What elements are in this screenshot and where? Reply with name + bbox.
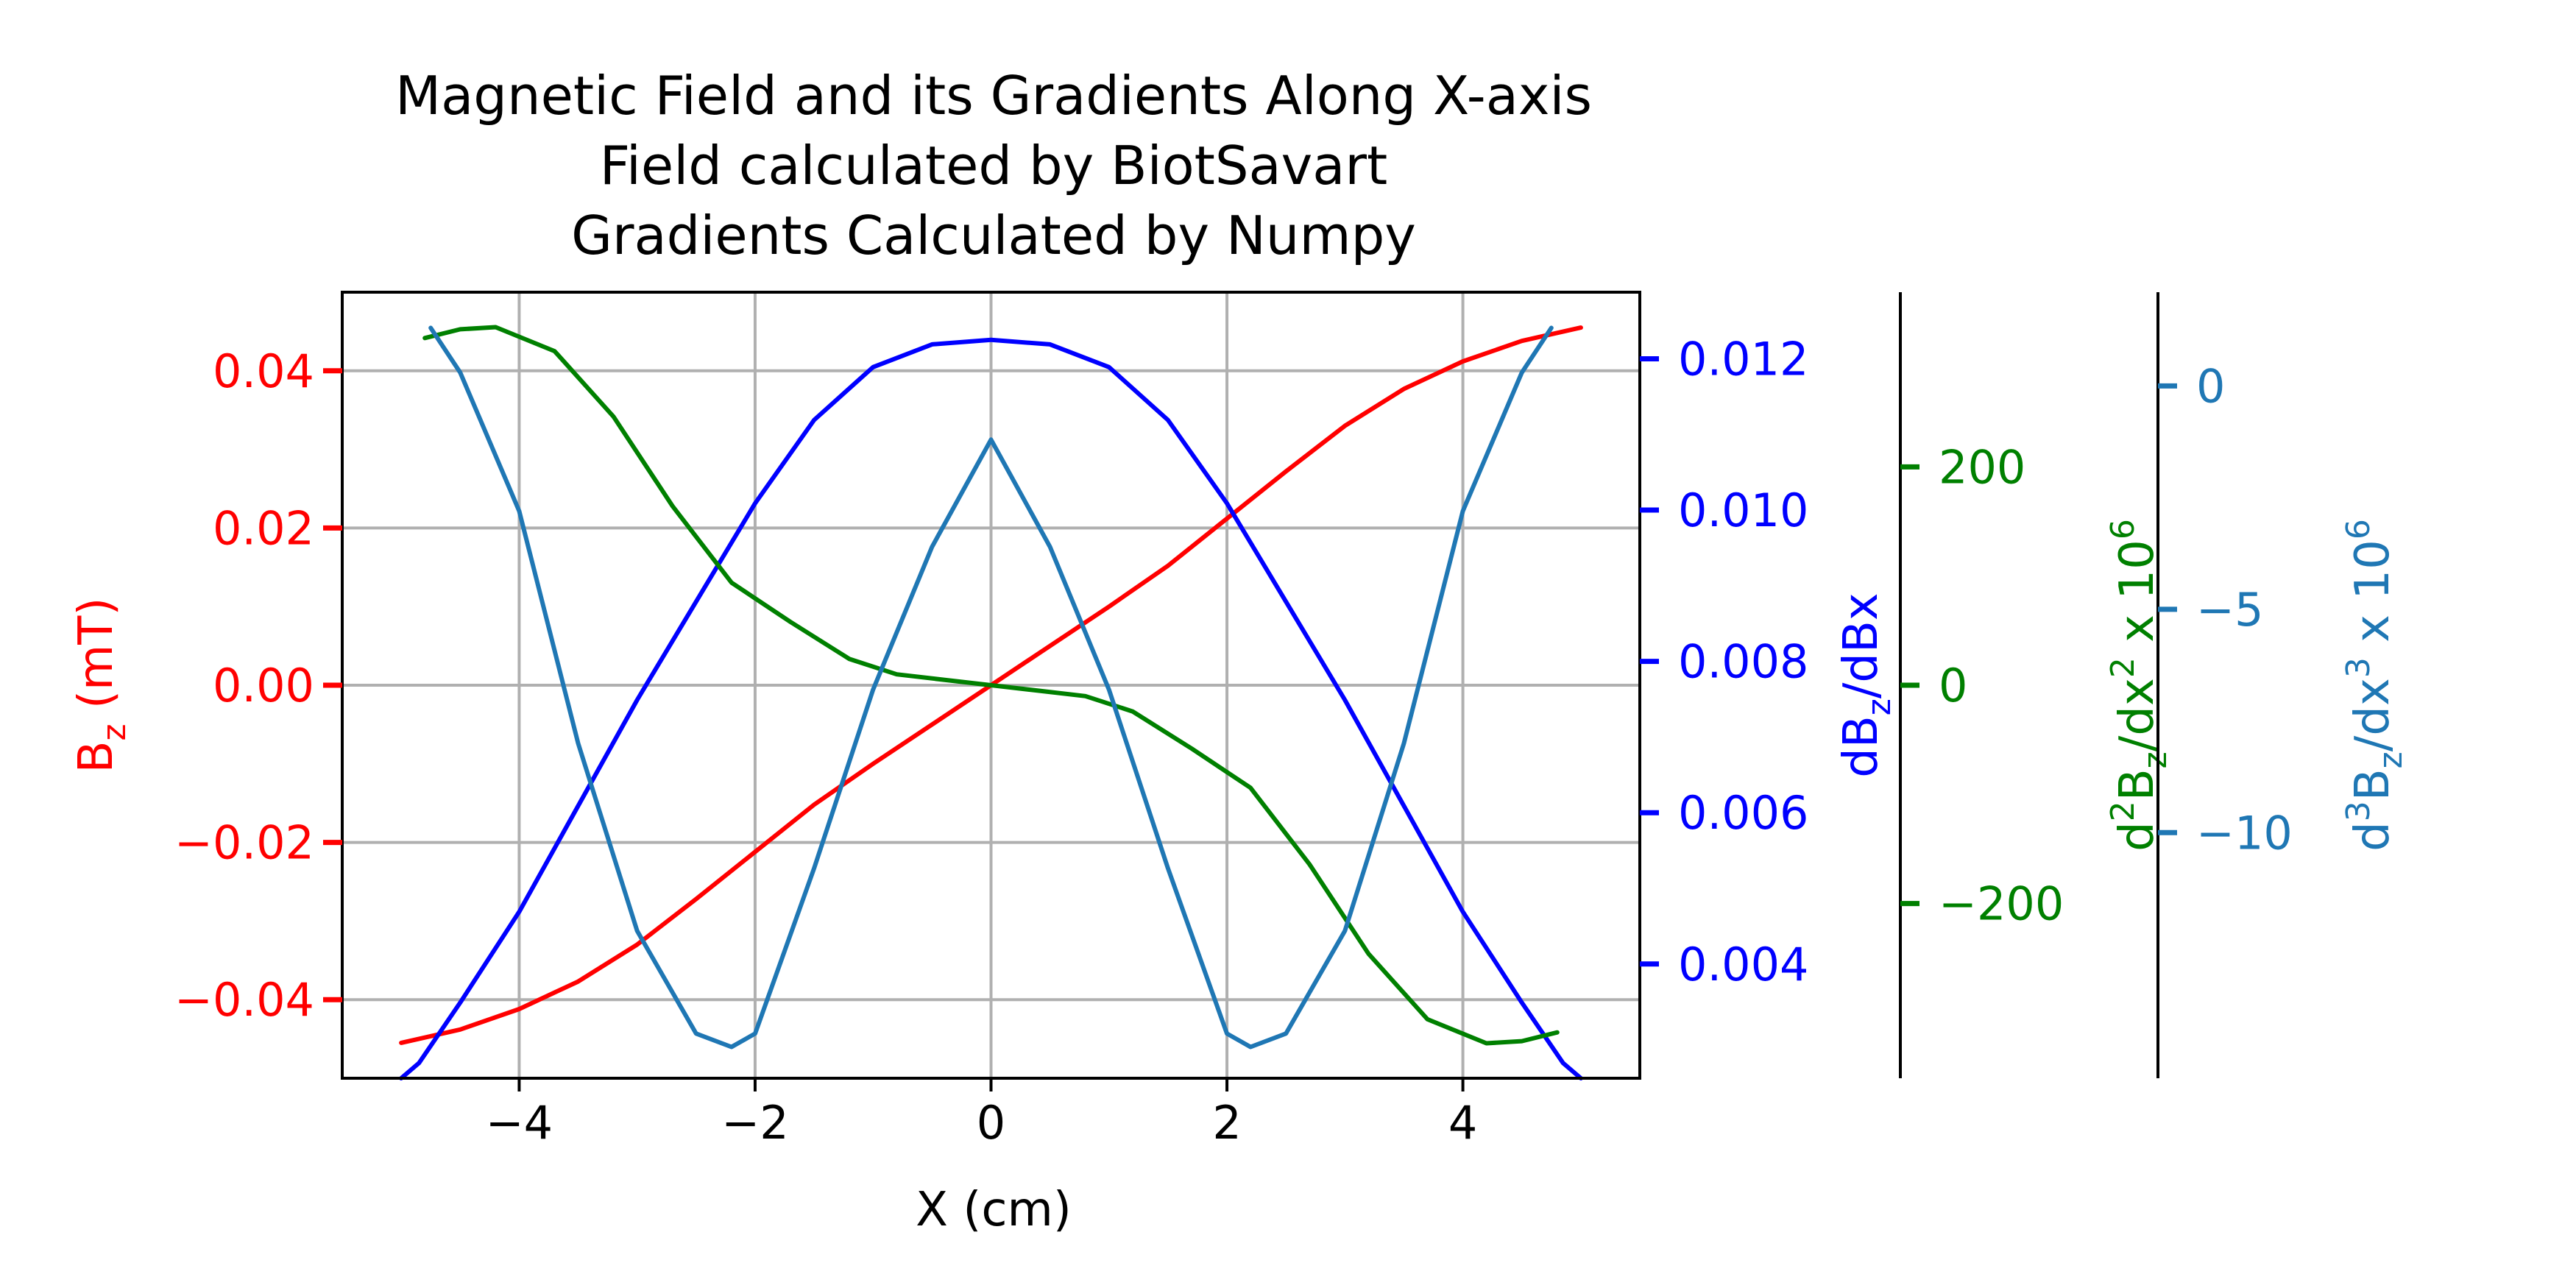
x-tick-label: 2 (1212, 1096, 1241, 1150)
y-axis-label: d2Bz/dx2 x 106 (2104, 519, 2174, 852)
y-tick-label: −5 (2196, 583, 2263, 637)
y-axis-d2: −200 0 200 d2Bz/dx2 x 106 (1899, 292, 2174, 1078)
chart-title: Magnetic Field and its Gradients Along X… (395, 65, 1592, 266)
y-tick-label: 0.004 (1678, 938, 1809, 991)
y-tick-label: −0.02 (174, 816, 314, 870)
series-line-d2 (422, 325, 1560, 1046)
y-tick-label: 0.008 (1678, 635, 1809, 689)
y-tick-label: 0.006 (1678, 786, 1809, 840)
series-line-d3 (428, 325, 1554, 1050)
y-axis-bz: −0.04 −0.02 0.00 0.02 0.04 Bz (mT) (69, 344, 342, 1027)
y-axis-label: Bz (mT) (69, 598, 133, 774)
series-line-d1 (399, 337, 1583, 1080)
title-line-1: Magnetic Field and its Gradients Along X… (395, 65, 1592, 127)
x-tick-label: −4 (486, 1096, 553, 1150)
y-tick-label: 0.02 (213, 501, 314, 555)
y-tick-label: 200 (1939, 440, 2025, 494)
x-tick-label: −2 (721, 1096, 788, 1150)
y-tick-label: 0.00 (213, 659, 314, 712)
x-tick-label: 4 (1448, 1096, 1477, 1150)
x-tick-label: 0 (977, 1096, 1005, 1150)
y-axis-d1: 0.004 0.006 0.008 0.010 0.012 dBz/dBx (1640, 332, 1898, 991)
y-tick-label: 0.012 (1678, 332, 1809, 386)
y-tick-label: 0 (2196, 359, 2225, 413)
x-axis-label: X (cm) (916, 1183, 1072, 1237)
y-tick-label: −200 (1939, 877, 2064, 931)
y-axis-d3: −10 −5 0 d3Bz/dx3 x 106 (2156, 292, 2410, 1078)
title-line-2: Field calculated by BiotSavart (600, 135, 1388, 197)
y-tick-label: 0.04 (213, 344, 314, 398)
y-axis-label: d3Bz/dx3 x 106 (2340, 519, 2410, 852)
title-line-3: Gradients Calculated by Numpy (571, 205, 1416, 266)
x-axis: −4 −2 0 2 4 (486, 1078, 1477, 1150)
y-axis-label: dBz/dBx (1834, 592, 1898, 778)
y-tick-label: −0.04 (174, 973, 314, 1027)
series (399, 325, 1583, 1080)
y-tick-label: −10 (2196, 806, 2293, 860)
y-tick-label: 0 (1939, 659, 1967, 712)
y-tick-label: 0.010 (1678, 484, 1809, 537)
